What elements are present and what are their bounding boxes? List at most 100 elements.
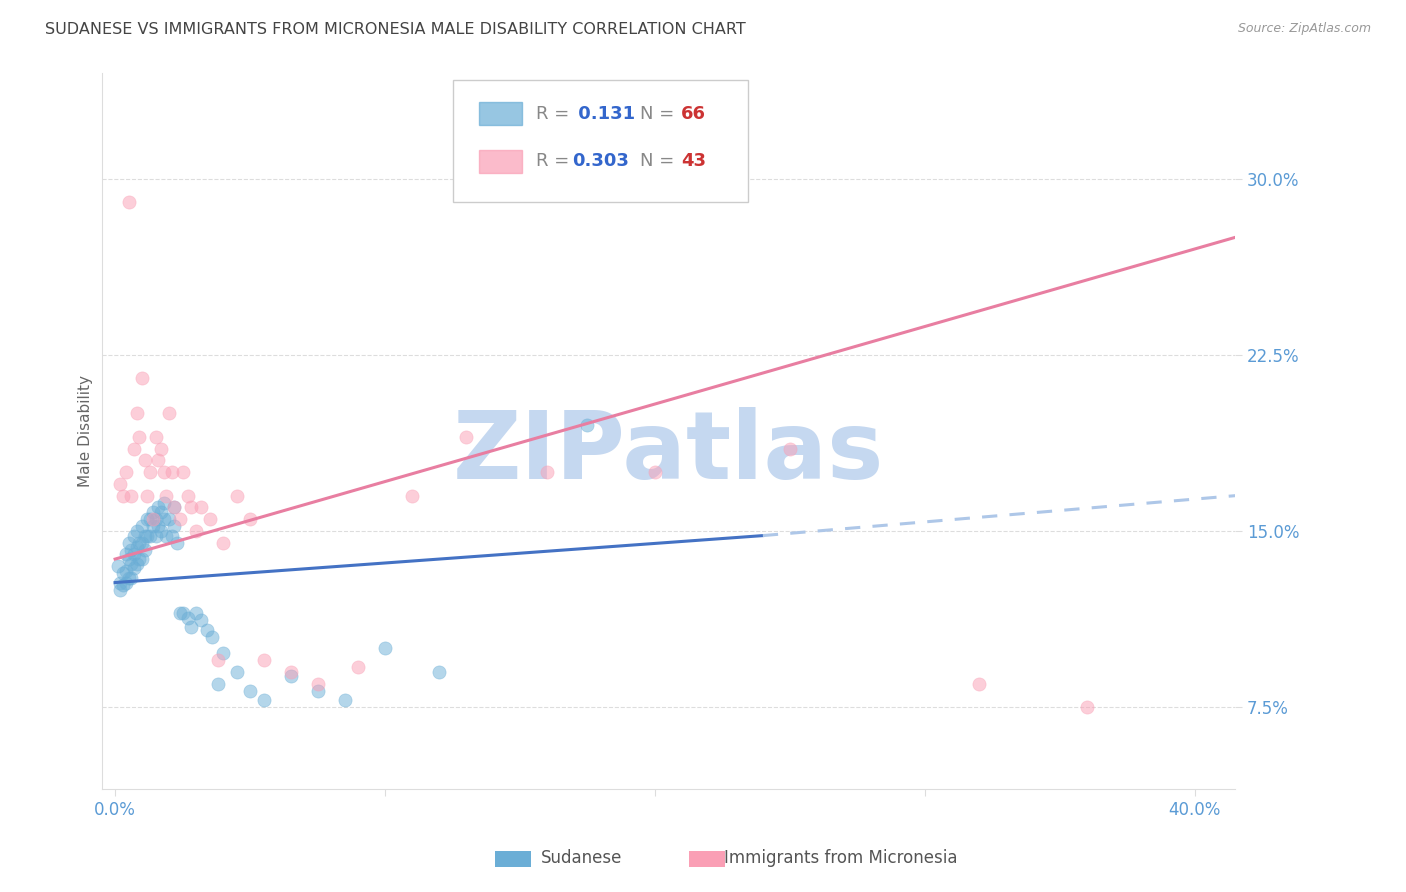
Point (195, 623, 218, 637)
Point (239, 512, 262, 526)
Point (427, 665, 450, 679)
Point (184, 606, 207, 620)
Point (112, 578, 135, 592)
Point (401, 489, 423, 503)
Point (180, 620, 202, 634)
Point (779, 442, 801, 456)
Point (148, 500, 170, 515)
Point (149, 442, 172, 456)
Point (207, 653, 229, 667)
Point (115, 548, 138, 562)
Point (252, 653, 274, 667)
Point (454, 430, 477, 444)
Point (169, 512, 191, 526)
Text: R =: R = (536, 152, 575, 170)
Point (128, 535, 150, 549)
Point (142, 519, 165, 533)
Point (112, 489, 135, 503)
Point (212, 646, 235, 660)
Point (166, 535, 188, 549)
Point (184, 524, 207, 538)
Point (139, 465, 162, 479)
Point (122, 548, 145, 562)
Point (117, 571, 139, 585)
Point (145, 512, 167, 526)
Point (120, 542, 142, 557)
Point (155, 489, 177, 503)
Point (107, 559, 129, 574)
Point (333, 693, 356, 707)
Point (117, 195, 139, 210)
Point (122, 561, 145, 575)
Point (134, 453, 156, 467)
Point (252, 693, 274, 707)
Point (125, 541, 148, 555)
Point (160, 465, 183, 479)
Point (136, 489, 159, 503)
Point (148, 519, 170, 533)
Point (122, 528, 145, 542)
Point (115, 575, 138, 590)
Point (149, 524, 172, 538)
Point (163, 500, 186, 515)
Point (307, 683, 329, 698)
Text: 66: 66 (681, 104, 706, 123)
Point (145, 430, 167, 444)
Point (157, 512, 180, 526)
Point (148, 453, 170, 467)
Point (136, 512, 159, 526)
Point (120, 571, 142, 585)
Point (110, 575, 132, 590)
Point (374, 641, 396, 656)
Point (142, 512, 165, 526)
Point (190, 500, 212, 515)
Point (177, 489, 200, 503)
Point (145, 528, 167, 542)
Point (120, 489, 142, 503)
Point (157, 407, 180, 421)
Point (122, 442, 145, 456)
Text: Immigrants from Micronesia: Immigrants from Micronesia (724, 849, 957, 867)
Text: 0.131: 0.131 (572, 104, 636, 123)
Point (117, 535, 139, 549)
Point (172, 465, 194, 479)
Y-axis label: Male Disability: Male Disability (79, 376, 93, 487)
Point (112, 566, 135, 581)
Point (239, 683, 262, 698)
Point (125, 557, 148, 571)
Text: SUDANESE VS IMMIGRANTS FROM MICRONESIA MALE DISABILITY CORRELATION CHART: SUDANESE VS IMMIGRANTS FROM MICRONESIA M… (45, 22, 745, 37)
Point (134, 528, 156, 542)
Text: R =: R = (536, 104, 575, 123)
Point (201, 630, 224, 644)
Point (152, 512, 174, 526)
Point (110, 582, 132, 597)
FancyBboxPatch shape (479, 103, 522, 125)
Point (139, 528, 162, 542)
Point (307, 676, 329, 690)
Point (115, 564, 138, 578)
Point (280, 669, 302, 683)
Point (280, 665, 302, 679)
Point (125, 524, 148, 538)
Point (1076, 700, 1098, 714)
Point (110, 477, 132, 491)
Point (172, 606, 194, 620)
Point (120, 557, 142, 571)
FancyBboxPatch shape (479, 150, 522, 172)
Text: N =: N = (640, 152, 681, 170)
FancyBboxPatch shape (453, 80, 748, 202)
Point (117, 552, 139, 566)
Point (160, 528, 183, 542)
Point (134, 542, 156, 557)
Point (128, 430, 150, 444)
Point (207, 676, 229, 690)
Point (131, 535, 153, 549)
Text: 0.303: 0.303 (572, 152, 628, 170)
Point (149, 505, 172, 519)
Point (225, 665, 247, 679)
Point (169, 606, 191, 620)
Point (225, 489, 247, 503)
Point (163, 519, 186, 533)
Text: N =: N = (640, 104, 681, 123)
Point (212, 535, 235, 549)
